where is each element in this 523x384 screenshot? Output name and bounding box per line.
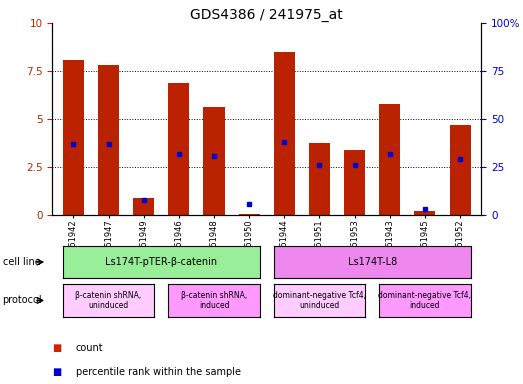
Text: β-catenin shRNA,
uninduced: β-catenin shRNA, uninduced bbox=[75, 291, 142, 310]
Title: GDS4386 / 241975_at: GDS4386 / 241975_at bbox=[190, 8, 343, 22]
Bar bbox=[133, 198, 154, 215]
Bar bbox=[344, 150, 365, 215]
Text: count: count bbox=[76, 343, 104, 353]
Text: dominant-negative Tcf4,
uninduced: dominant-negative Tcf4, uninduced bbox=[273, 291, 366, 310]
Text: percentile rank within the sample: percentile rank within the sample bbox=[76, 367, 241, 377]
Text: protocol: protocol bbox=[3, 295, 42, 306]
Text: β-catenin shRNA,
induced: β-catenin shRNA, induced bbox=[181, 291, 247, 310]
Text: Ls174T-pTER-β-catenin: Ls174T-pTER-β-catenin bbox=[105, 257, 218, 267]
Bar bbox=[238, 214, 260, 215]
Bar bbox=[450, 125, 471, 215]
Text: ■: ■ bbox=[52, 367, 62, 377]
Text: ■: ■ bbox=[52, 343, 62, 353]
Bar bbox=[274, 52, 295, 215]
Bar bbox=[203, 107, 224, 215]
Text: dominant-negative Tcf4,
induced: dominant-negative Tcf4, induced bbox=[379, 291, 471, 310]
Bar bbox=[98, 65, 119, 215]
Bar bbox=[63, 60, 84, 215]
Bar bbox=[414, 211, 436, 215]
Bar bbox=[309, 143, 330, 215]
Text: cell line: cell line bbox=[3, 257, 40, 267]
Bar bbox=[379, 104, 400, 215]
Text: Ls174T-L8: Ls174T-L8 bbox=[348, 257, 397, 267]
Bar bbox=[168, 83, 189, 215]
